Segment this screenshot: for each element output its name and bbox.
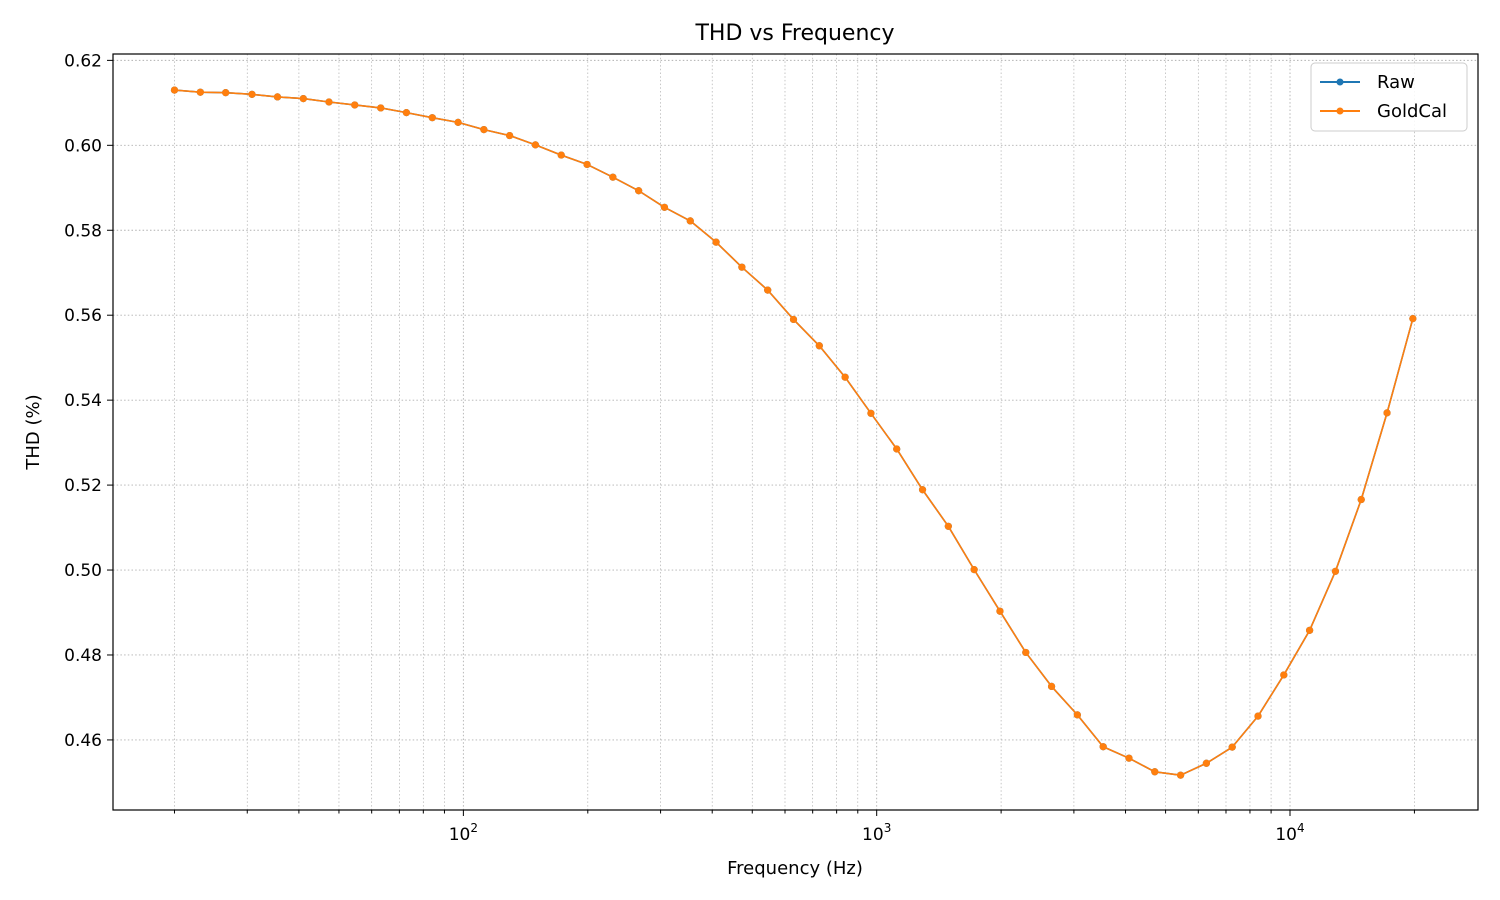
data-point-goldcal — [402, 109, 410, 117]
data-point-goldcal — [944, 522, 952, 530]
x-tick-label-base: 10 — [862, 825, 884, 845]
data-point-goldcal — [1125, 754, 1133, 762]
legend: Raw GoldCal — [1310, 62, 1468, 132]
data-point-goldcal — [738, 263, 746, 271]
data-point-goldcal — [841, 373, 849, 381]
x-axis-label: Frequency (Hz) — [727, 858, 863, 879]
data-point-goldcal — [1331, 567, 1340, 575]
data-point-goldcal — [712, 238, 720, 246]
grid-lines — [113, 54, 1478, 810]
data-point-goldcal — [1357, 495, 1365, 504]
y-tick-label: 0.56 — [64, 306, 102, 326]
data-point-goldcal — [789, 315, 798, 324]
data-point-goldcal — [764, 286, 772, 294]
data-point-goldcal — [531, 141, 540, 149]
data-point-goldcal — [1383, 409, 1391, 417]
data-point-goldcal — [815, 342, 823, 350]
data-point-goldcal — [635, 187, 643, 195]
data-point-goldcal — [1228, 743, 1236, 751]
data-point-goldcal — [1099, 743, 1107, 751]
data-point-goldcal — [325, 98, 333, 106]
data-point-goldcal — [377, 104, 385, 112]
chart-title: THD vs Frequency — [694, 21, 894, 46]
x-tick-label-base: 10 — [1275, 825, 1297, 845]
data-point-goldcal — [299, 95, 307, 103]
plot-frame — [112, 53, 1479, 811]
y-tick-label: 0.54 — [64, 391, 102, 411]
data-point-goldcal — [222, 89, 230, 97]
data-point-goldcal — [196, 88, 204, 96]
data-point-goldcal — [686, 217, 694, 225]
y-tick-label: 0.52 — [64, 476, 102, 496]
y-tick-label: 0.58 — [64, 221, 102, 241]
data-point-goldcal — [1047, 682, 1056, 691]
data-point-goldcal — [996, 607, 1004, 615]
data-point-goldcal — [1022, 648, 1030, 657]
legend-label-goldcal: GoldCal — [1377, 101, 1447, 122]
data-point-goldcal — [557, 151, 565, 159]
x-tick-label: 102 — [449, 821, 478, 845]
y-tick-label: 0.48 — [64, 646, 102, 666]
legend-box — [1310, 62, 1468, 132]
data-point-goldcal — [480, 126, 488, 134]
data-point-goldcal — [273, 93, 282, 101]
x-tick-label-exponent: 2 — [470, 821, 478, 835]
data-point-goldcal — [1280, 671, 1288, 679]
x-tick-label: 104 — [1275, 821, 1304, 845]
data-point-goldcal — [867, 409, 875, 417]
data-point-goldcal — [1306, 626, 1314, 634]
y-tick-label: 0.50 — [64, 561, 102, 581]
data-point-goldcal — [583, 160, 591, 169]
x-axis-ticks: 102 103 104 — [173, 810, 1415, 845]
data-point-goldcal — [454, 118, 462, 126]
legend-marker-raw — [1336, 78, 1344, 86]
data-point-goldcal — [609, 173, 617, 181]
legend-marker-goldcal — [1336, 107, 1344, 115]
x-tick-label: 103 — [862, 821, 891, 845]
x-tick-label-exponent: 3 — [884, 821, 892, 835]
y-tick-label: 0.62 — [64, 51, 102, 71]
data-point-goldcal — [1202, 759, 1210, 767]
data-point-goldcal — [1409, 315, 1417, 323]
data-point-goldcal — [1254, 712, 1262, 720]
data-point-goldcal — [428, 114, 436, 122]
y-axis-ticks: 0.46 0.48 0.50 0.52 0.54 0.56 0.58 0.60 0.62 — [64, 51, 113, 751]
data-point-goldcal — [1177, 771, 1185, 779]
y-tick-label: 0.46 — [64, 731, 102, 751]
x-tick-label-base: 10 — [449, 825, 471, 845]
data-point-goldcal — [170, 86, 179, 94]
y-axis-label: THD (%) — [23, 394, 44, 470]
data-point-goldcal — [970, 566, 978, 574]
data-point-goldcal — [660, 203, 669, 211]
data-point-goldcal — [918, 486, 927, 494]
series-group — [170, 86, 1417, 779]
data-point-goldcal — [351, 101, 359, 109]
data-point-goldcal — [248, 90, 256, 98]
data-point-goldcal — [893, 445, 901, 453]
data-point-goldcal — [1073, 711, 1081, 719]
y-tick-label: 0.60 — [64, 136, 102, 156]
data-point-goldcal — [1151, 768, 1159, 776]
data-point-goldcal — [506, 131, 514, 140]
legend-label-raw: Raw — [1377, 72, 1415, 93]
x-tick-label-exponent: 4 — [1297, 821, 1305, 835]
